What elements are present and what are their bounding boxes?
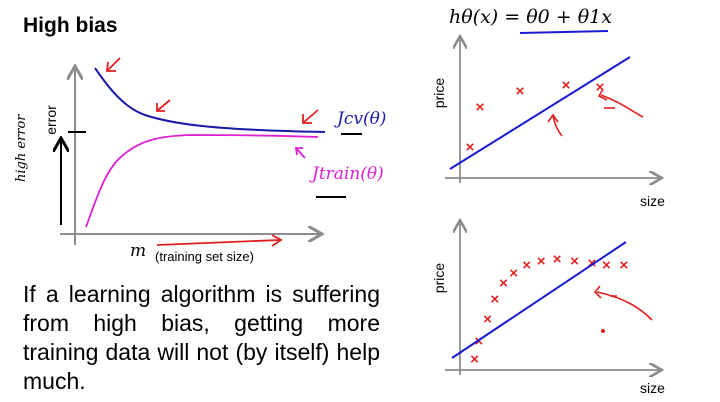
bottom-point-10: [570, 257, 579, 265]
lc-x-symbol: m: [130, 241, 146, 261]
bottom-point-6: [509, 269, 518, 277]
bottom-point-3: [483, 315, 492, 323]
bottom-point-13: [620, 261, 628, 269]
bottom-point-5: [499, 279, 508, 287]
bottom-point-8: [537, 257, 545, 265]
jcv-curve: [94, 67, 326, 133]
bottom-fit-line: [451, 241, 627, 359]
top-annotation-arrows: [547, 88, 644, 137]
bottom-point-4: [491, 295, 499, 303]
lc-y-axis-label: error: [43, 105, 59, 135]
lc-annotation-arrows: [105, 57, 319, 124]
bottom-point-9: [553, 255, 561, 263]
top-fit-plot: price size: [431, 38, 665, 209]
learning-curve-chart: error Jcv(θ) Jtrain(θ) high error m (tra…: [14, 57, 386, 264]
top-point-2: [476, 103, 484, 111]
bottom-fit-plot: price size: [431, 222, 665, 396]
top-point-4: [562, 81, 570, 89]
top-fit-line: [449, 56, 631, 170]
lc-x-axis-label: (training set size): [155, 249, 254, 264]
bottom-x-label: size: [640, 380, 665, 396]
bottom-point-1: [470, 355, 479, 363]
top-x-label: size: [640, 193, 665, 209]
top-point-3: [516, 87, 524, 95]
bottom-point-12: [602, 261, 611, 269]
lc-x-arrow: [156, 234, 283, 247]
slide-title: High bias: [23, 14, 118, 37]
svg-text:high error: high error: [14, 114, 29, 182]
bottom-annotation-arrows: [593, 285, 653, 333]
bottom-y-label: price: [431, 263, 447, 294]
high-error-note: high error: [14, 114, 61, 225]
top-point-1: [466, 143, 474, 151]
top-data-points: [466, 81, 604, 151]
jcv-label: Jcv(θ): [334, 109, 386, 129]
hypothesis-formula: hθ(x) = θ0 + θ1x: [449, 6, 612, 34]
jtrain-label: Jtrain(θ): [309, 164, 384, 184]
svg-text:hθ(x) = θ0 + θ1x: hθ(x) = θ0 + θ1x: [449, 6, 612, 28]
bottom-point-7: [522, 261, 531, 269]
jtrain-curve: [85, 134, 319, 228]
bottom-data-points: [470, 255, 628, 363]
train-label-arrow: [294, 147, 306, 159]
top-y-label: price: [431, 78, 447, 109]
slide-paragraph: If a learning algorithm is suffering fro…: [23, 281, 380, 394]
